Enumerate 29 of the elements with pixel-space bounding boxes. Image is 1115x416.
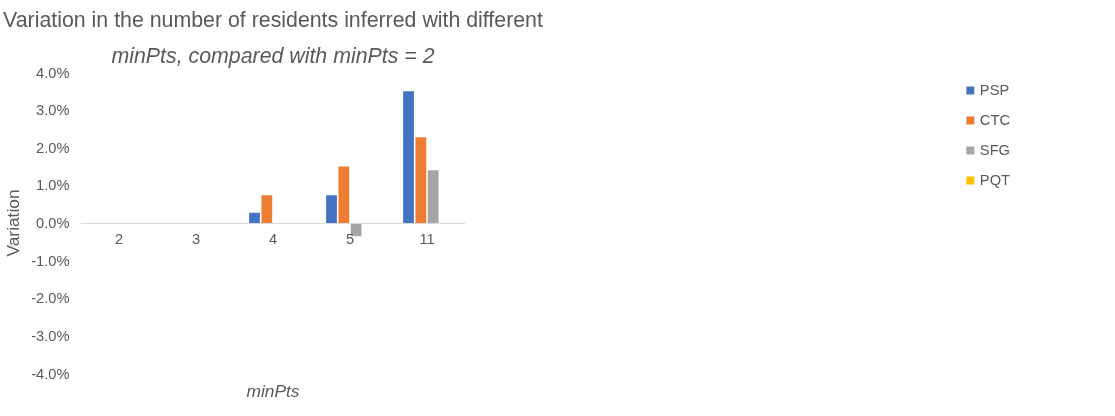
bar [326,195,337,223]
bar [249,212,260,223]
bar [427,170,439,223]
chart-subtitle: minPts, compared with minPts = 2 [111,43,435,68]
legend-label: CTC [979,112,1010,128]
y-tick-label: -1.0% [31,252,70,269]
y-tick-label: 2.0% [36,139,70,156]
legend-label: PQT [979,172,1010,188]
x-tick-label: 2 [114,231,124,247]
chart-title: Variation in the number of residents inferred with different [3,7,543,32]
bar [403,91,414,223]
y-tick-label: -4.0% [31,365,70,382]
y-tick-label: 0.0% [36,215,70,231]
x-tick-label: 4 [268,231,278,247]
y-tick-label: 4.0% [36,64,70,81]
legend-label: SFG [979,142,1010,158]
x-tick-label: 11 [419,231,435,247]
x-axis-title: minPts [246,380,300,401]
x-tick-label: 3 [191,231,201,247]
y-tick-label: 1.0% [36,177,70,194]
x-tick-label: 5 [345,231,355,247]
bar [261,195,273,223]
y-axis-title: Variation [3,189,24,257]
bar [415,137,427,223]
y-tick-label: -3.0% [31,327,70,344]
bar [338,166,350,223]
y-tick-label: 3.0% [36,102,70,119]
legend-label: PSP [979,82,1010,98]
y-tick-label: -2.0% [31,290,70,307]
